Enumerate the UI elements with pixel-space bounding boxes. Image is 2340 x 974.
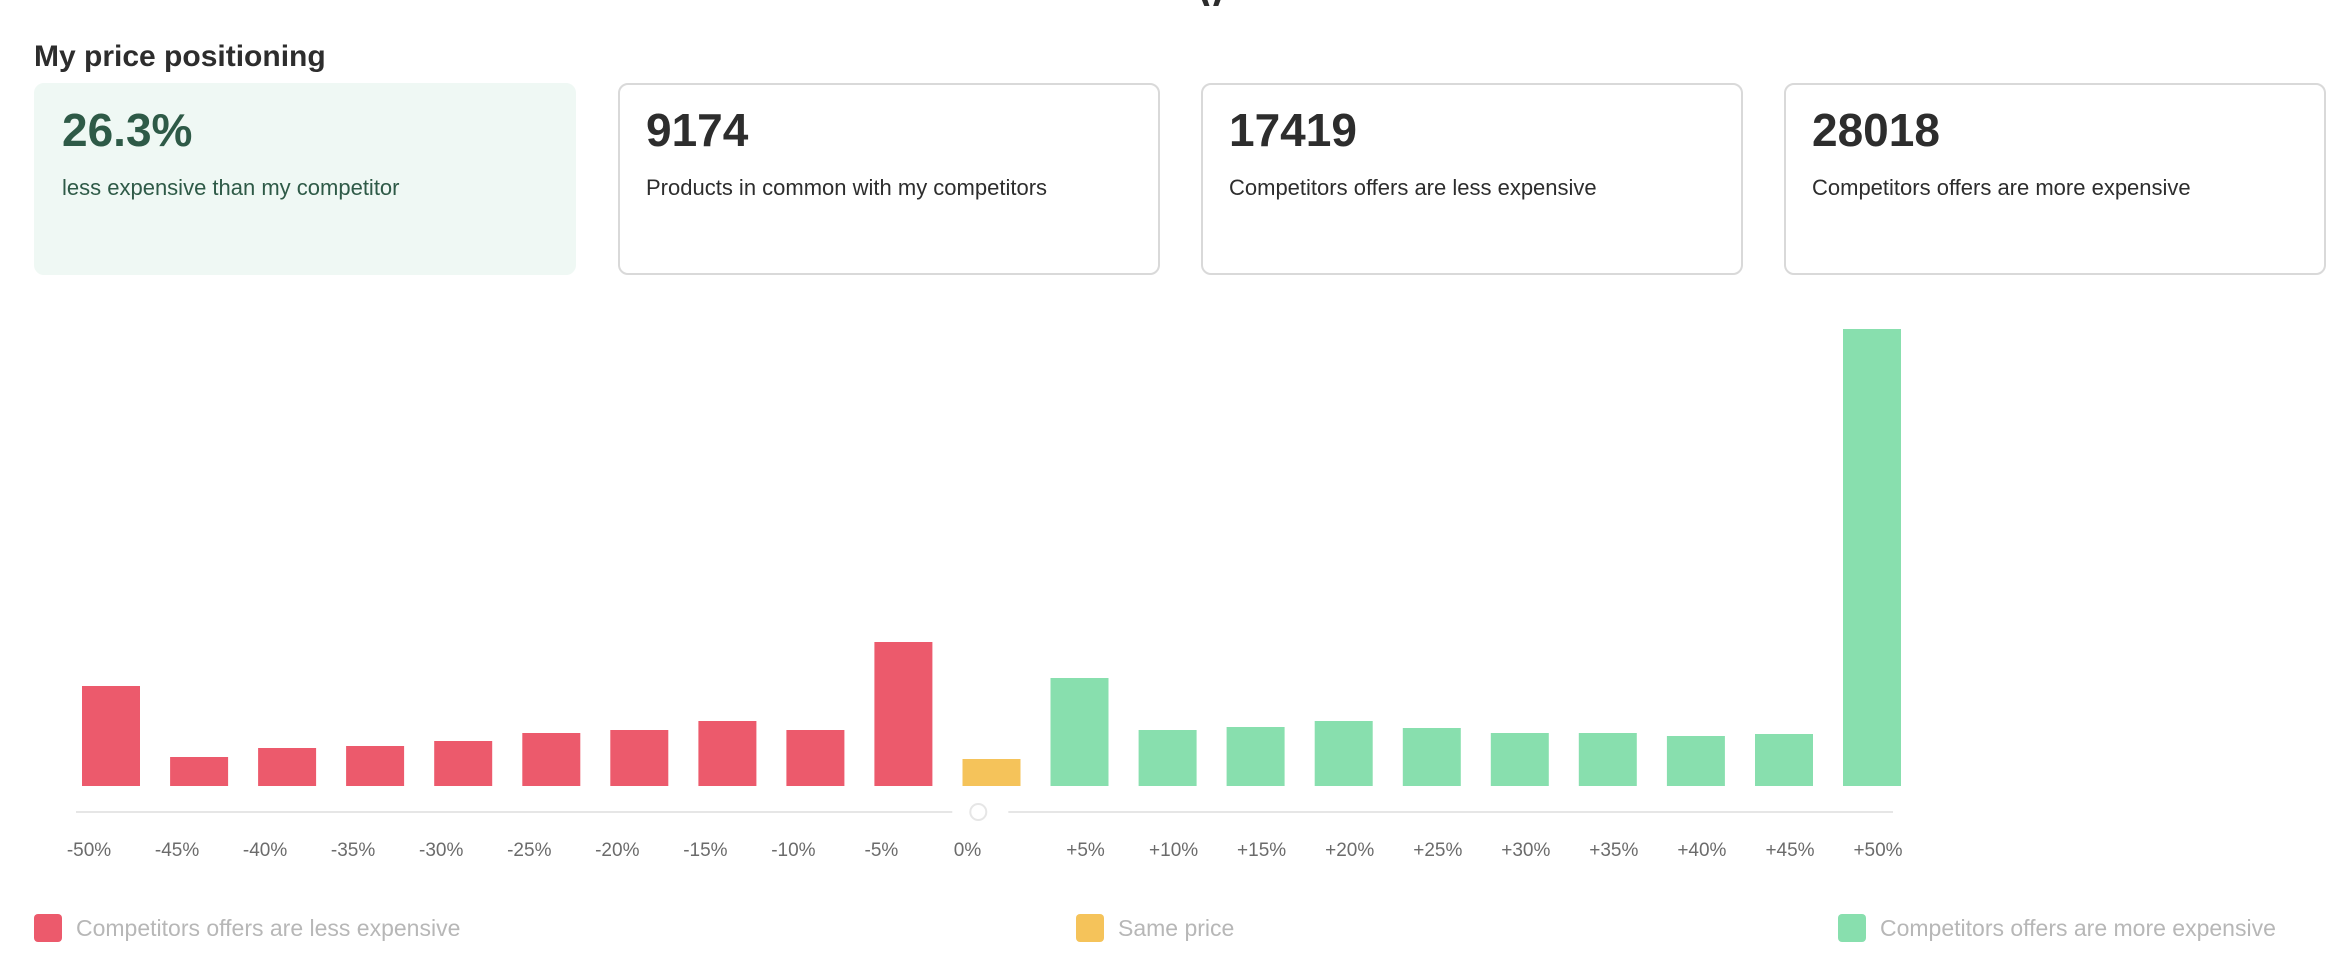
bars-group (82, 329, 1901, 786)
bar-+5%[interactable] (1050, 678, 1109, 786)
bar--10%[interactable] (786, 730, 845, 786)
bar-+15%[interactable] (1226, 727, 1285, 786)
x-tick-label: -45% (155, 840, 199, 861)
bar-+50%[interactable] (1843, 329, 1901, 786)
x-tick-label: +30% (1501, 840, 1550, 861)
x-tick-label: -25% (507, 840, 551, 861)
bar-+40%[interactable] (1666, 736, 1725, 786)
bar--45%[interactable] (170, 757, 229, 786)
x-tick-label: +45% (1765, 840, 1814, 861)
kpi-card-products-in-common: 9174 Products in common with my competit… (618, 83, 1160, 275)
legend-label: Competitors offers are less expensive (76, 914, 461, 941)
x-tick-label: -50% (67, 840, 111, 861)
legend-swatch-more (1838, 914, 1866, 942)
x-axis (76, 803, 1893, 821)
bar--20%[interactable] (610, 730, 669, 786)
bar-+10%[interactable] (1138, 730, 1197, 786)
x-tick-label: +35% (1589, 840, 1638, 861)
kpi-description: Competitors offers are less expensive (1229, 175, 1597, 200)
legend-label: Same price (1118, 914, 1235, 941)
x-tick-label: +25% (1413, 840, 1462, 861)
bar-+25%[interactable] (1402, 728, 1461, 786)
kpi-value: 26.3% (62, 104, 193, 156)
x-tick-label: +15% (1237, 840, 1286, 861)
price-distribution-chart: -50% -45% -40% -35% -30% -25% -20% -15% -10% -5% 0… (67, 329, 1903, 861)
kpi-value: 17419 (1229, 104, 1357, 156)
x-tick-label: +50% (1853, 840, 1902, 861)
kpi-value: 28018 (1812, 104, 1940, 156)
kpi-value: 9174 (646, 104, 749, 156)
x-tick-label: -40% (243, 840, 287, 861)
kpi-card-competitors-less-expensive: 17419 Competitors offers are less expens… (1201, 83, 1743, 275)
cropped-header-glyph: y (1200, 0, 1240, 6)
legend-label: Competitors offers are more expensive (1880, 914, 2276, 941)
kpi-card-competitors-more-expensive: 28018 Competitors offers are more expens… (1784, 83, 2326, 275)
legend-swatch-less (34, 914, 62, 942)
x-tick-label: -10% (771, 840, 815, 861)
bar--5%[interactable] (874, 642, 933, 786)
bar-+20%[interactable] (1314, 721, 1373, 786)
legend-item-less-expensive[interactable]: Competitors offers are less expensive (34, 913, 460, 943)
x-tick-label: -5% (865, 840, 899, 861)
legend-item-more-expensive[interactable]: Competitors offers are more expensive (1838, 913, 2276, 943)
legend-swatch-same (1076, 914, 1104, 942)
x-tick-label: +10% (1149, 840, 1198, 861)
x-tick-label: -20% (595, 840, 639, 861)
kpi-card-price-position: 26.3% less expensive than my competitor (34, 83, 576, 275)
x-tick-label: +40% (1677, 840, 1726, 861)
x-tick-label: 0% (954, 840, 982, 861)
x-tick-label: -15% (683, 840, 727, 861)
legend-item-same-price[interactable]: Same price (1076, 913, 1234, 943)
axis-zero-marker[interactable] (969, 803, 988, 821)
bar-+45%[interactable] (1755, 734, 1813, 786)
bar-+30%[interactable] (1490, 733, 1549, 786)
bar--15%[interactable] (698, 721, 757, 786)
x-tick-label: -35% (331, 840, 375, 861)
bar--50%[interactable] (82, 686, 140, 786)
kpi-description: Products in common with my competitors (646, 175, 1048, 200)
bar--30%[interactable] (434, 741, 493, 786)
kpi-description: less expensive than my competitor (62, 175, 400, 200)
page-title: My price positioning (34, 40, 326, 73)
kpi-cards: 26.3% less expensive than my competitor … (34, 83, 2326, 275)
x-tick-label: -30% (419, 840, 463, 861)
kpi-description: Competitors offers are more expensive (1812, 175, 2191, 200)
bar--35%[interactable] (346, 746, 405, 786)
bar--40%[interactable] (258, 748, 317, 786)
x-tick-label: +5% (1066, 840, 1105, 861)
x-tick-label: +20% (1325, 840, 1374, 861)
x-tick-labels: -50% -45% -40% -35% -30% -25% -20% -15% -10% -5% 0… (67, 840, 1903, 861)
bar--25%[interactable] (522, 733, 581, 786)
bar-+35%[interactable] (1578, 733, 1637, 786)
bar-0%[interactable] (962, 759, 1021, 786)
